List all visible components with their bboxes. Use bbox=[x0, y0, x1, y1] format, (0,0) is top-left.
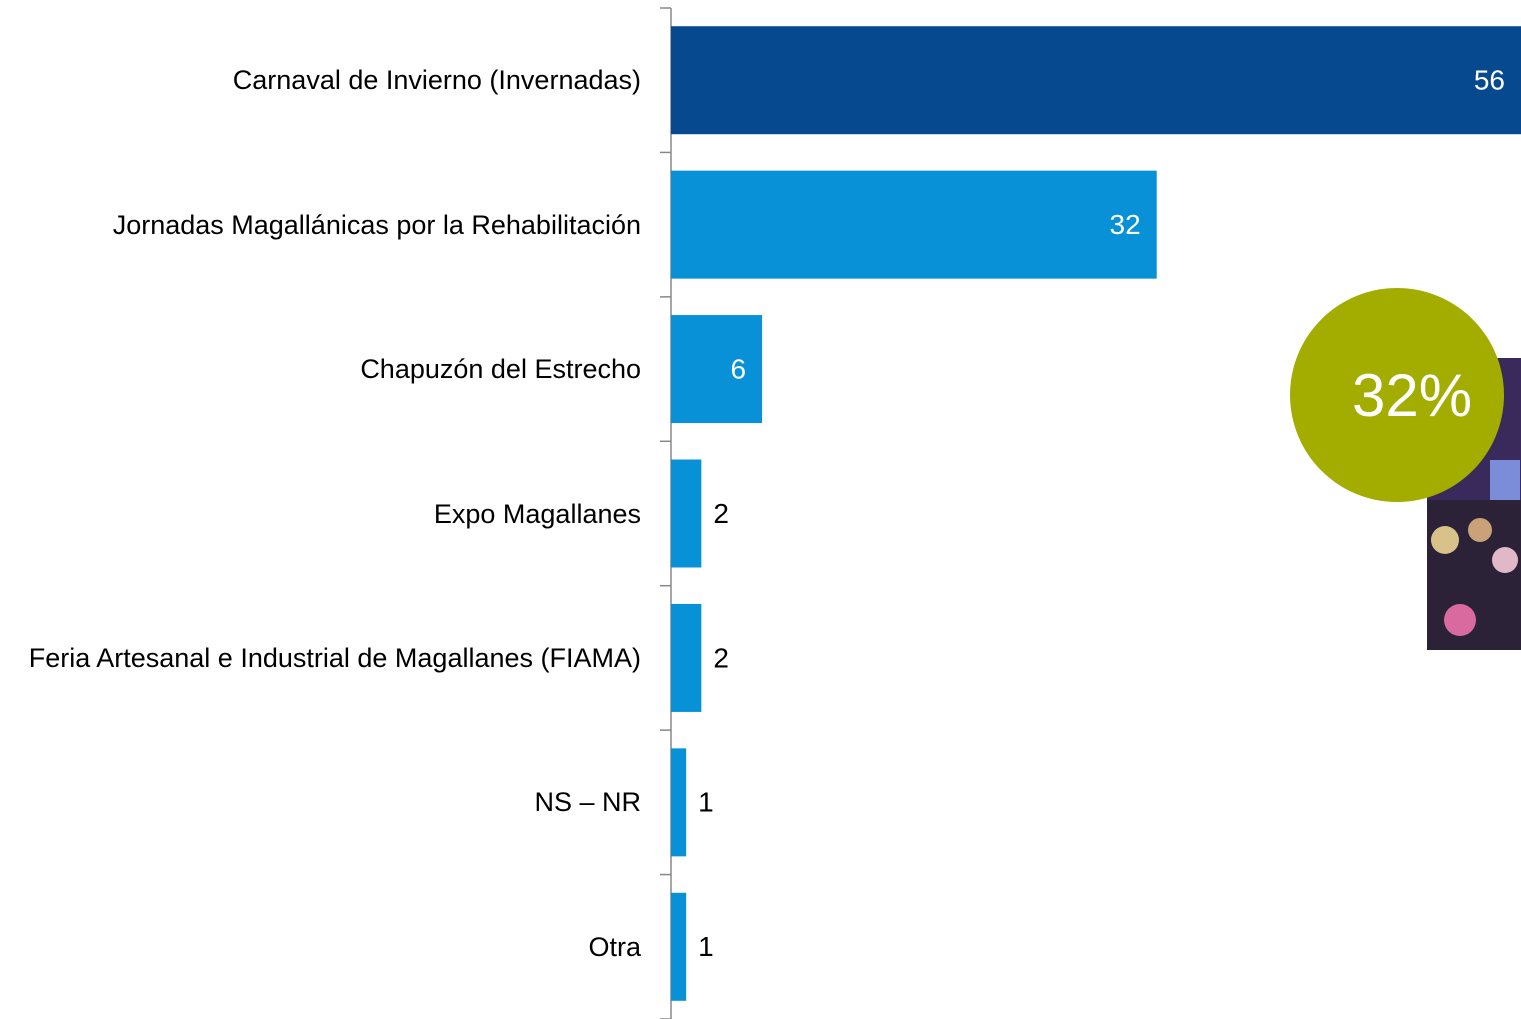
annotation: 32% bbox=[1352, 362, 1472, 429]
value-label: 2 bbox=[713, 642, 729, 673]
value-label: 2 bbox=[713, 498, 729, 529]
bar bbox=[671, 748, 687, 857]
value-label: 1 bbox=[698, 931, 714, 962]
value-label: 1 bbox=[698, 787, 714, 818]
category-label: Jornadas Magallánicas por la Rehabilitac… bbox=[112, 209, 641, 240]
annotation-circle bbox=[1290, 288, 1504, 502]
category-label: Otra bbox=[588, 931, 641, 962]
bar bbox=[671, 170, 1157, 279]
value-label: 6 bbox=[730, 353, 746, 384]
bar bbox=[671, 26, 1521, 135]
bar bbox=[671, 892, 687, 1001]
value-label: 32 bbox=[1110, 209, 1141, 240]
category-label: NS – NR bbox=[534, 787, 641, 818]
bar bbox=[671, 603, 702, 712]
category-label: Carnaval de Invierno (Invernadas) bbox=[232, 65, 641, 96]
bar bbox=[671, 459, 702, 568]
category-label: Expo Magallanes bbox=[433, 498, 641, 529]
value-label: 56 bbox=[1474, 65, 1505, 96]
category-label: Chapuzón del Estrecho bbox=[360, 354, 641, 385]
bar bbox=[671, 315, 763, 424]
category-label: Feria Artesanal e Industrial de Magallan… bbox=[28, 642, 641, 673]
